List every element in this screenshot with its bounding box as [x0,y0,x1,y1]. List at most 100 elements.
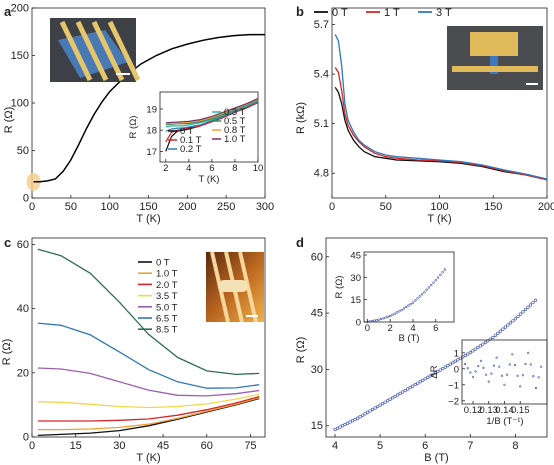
data-point [496,331,500,335]
data-point [418,295,422,298]
y-tick-label: −2 [448,396,459,407]
x-tick-label: 0 [29,440,35,452]
data-point [377,318,381,321]
data-point [368,409,372,413]
legend-label: 0.8 T [224,125,246,136]
data-point [532,375,535,378]
panel-letter: c [4,235,11,250]
data-point [511,319,515,323]
data-point [441,271,444,274]
data-point [391,313,394,317]
y-tick-label: 0 [23,432,29,444]
data-point [366,320,369,324]
y-tick-label: 5.1 [314,118,329,130]
data-point [486,339,490,343]
y-axis-label: R (Ω) [128,116,139,139]
data-point [466,352,470,356]
legend-label: 0.1 T [180,135,202,146]
data-point [404,305,408,309]
data-point [371,407,375,412]
data-point [438,368,442,372]
data-point [406,387,410,391]
data-point [398,391,402,396]
data-point [516,374,519,377]
data-point [513,363,517,367]
data-point [379,317,383,321]
highlight-ellipse [26,172,41,191]
y-tick-label: 4.8 [314,168,329,180]
electrode-pad [470,32,518,56]
y-tick-label: 0 [356,318,361,329]
plot-frame [363,251,455,323]
data-point [540,365,543,368]
legend-label: 3.5 T [156,291,178,302]
data-point [531,301,535,305]
data-point [436,276,440,279]
electrode [75,20,109,82]
x-axis-label: 1/B (T⁻¹) [486,416,523,427]
plot-frame [31,237,266,438]
x-tick-label: 75 [244,440,256,452]
series-line-1 [334,67,548,181]
data-point [386,315,390,318]
x-tick-label: 150 [139,201,157,213]
panel-b: b 0 50 100 150 200 4.8 5.1 5.4 5.7 T (K) R (kΩ) 0 T 1… [295,4,554,225]
x-tick-label: 0 [365,323,370,334]
data-point [335,426,340,430]
series-line-1 [37,397,260,431]
x-tick-label: 50 [65,201,77,213]
x-axis-label: T (K) [427,213,451,225]
data-point [508,321,513,325]
electrode [238,251,258,323]
y-axis-label: ΔR [429,365,440,378]
data-point [511,353,514,356]
x-tick-label: 5 [377,440,383,452]
data-point [340,424,345,428]
x-tick-label: 6 [433,323,438,334]
x-tick-label: 2 [388,323,393,334]
y-tick-label: 0 [454,364,459,375]
data-point [413,383,417,387]
panel-a: a 0 50 100 150 200 250 300 0 50 100 150 200 T (K) R (Ω… [3,3,274,226]
x-tick-label: 8 [512,440,518,452]
data-point [363,412,367,416]
data-point [375,319,378,322]
data-point [408,385,412,390]
x-tick-label: 6 [209,163,214,174]
y-axis-label: R (kΩ) [295,102,307,134]
data-point [343,422,347,427]
data-point [373,319,376,322]
legend-label: 0.5 T [224,116,246,127]
data-point [436,369,440,374]
data-point [348,420,352,424]
series-line-5 [37,322,260,389]
flake-shape [490,56,498,74]
data-point [434,279,437,282]
data-point [501,327,505,331]
x-tick-label: 6 [422,440,428,452]
legend-label: 5.0 T [156,302,178,313]
y-tick-label: 60 [311,251,323,263]
data-point [373,406,377,410]
data-point [458,356,462,360]
data-point [395,311,399,314]
x-tick-label: 0.13 [480,405,499,416]
y-tick-label: 17 [146,147,157,158]
panel-c: c 0 15 30 45 60 75 0 20 40 60 T (K) R (Ω) 0 T1.0 T2.0… [1,235,266,464]
legend-label: 0 T [180,126,194,137]
x-tick-label: 4 [186,163,191,174]
x-tick-label: 8 [232,163,237,174]
data-point [446,364,450,368]
data-point [427,286,431,289]
series-line-2 [37,395,260,422]
data-point [376,404,380,409]
x-tick-label: 0.12 [464,405,483,416]
x-axis-label: T (K) [136,213,160,225]
x-tick-label: 100 [430,201,448,213]
y-tick-label: 40 [17,303,29,315]
data-point [402,307,406,310]
data-point [428,374,432,378]
data-point [527,351,530,354]
y-tick-label: 18 [146,126,157,137]
data-point [358,415,362,419]
